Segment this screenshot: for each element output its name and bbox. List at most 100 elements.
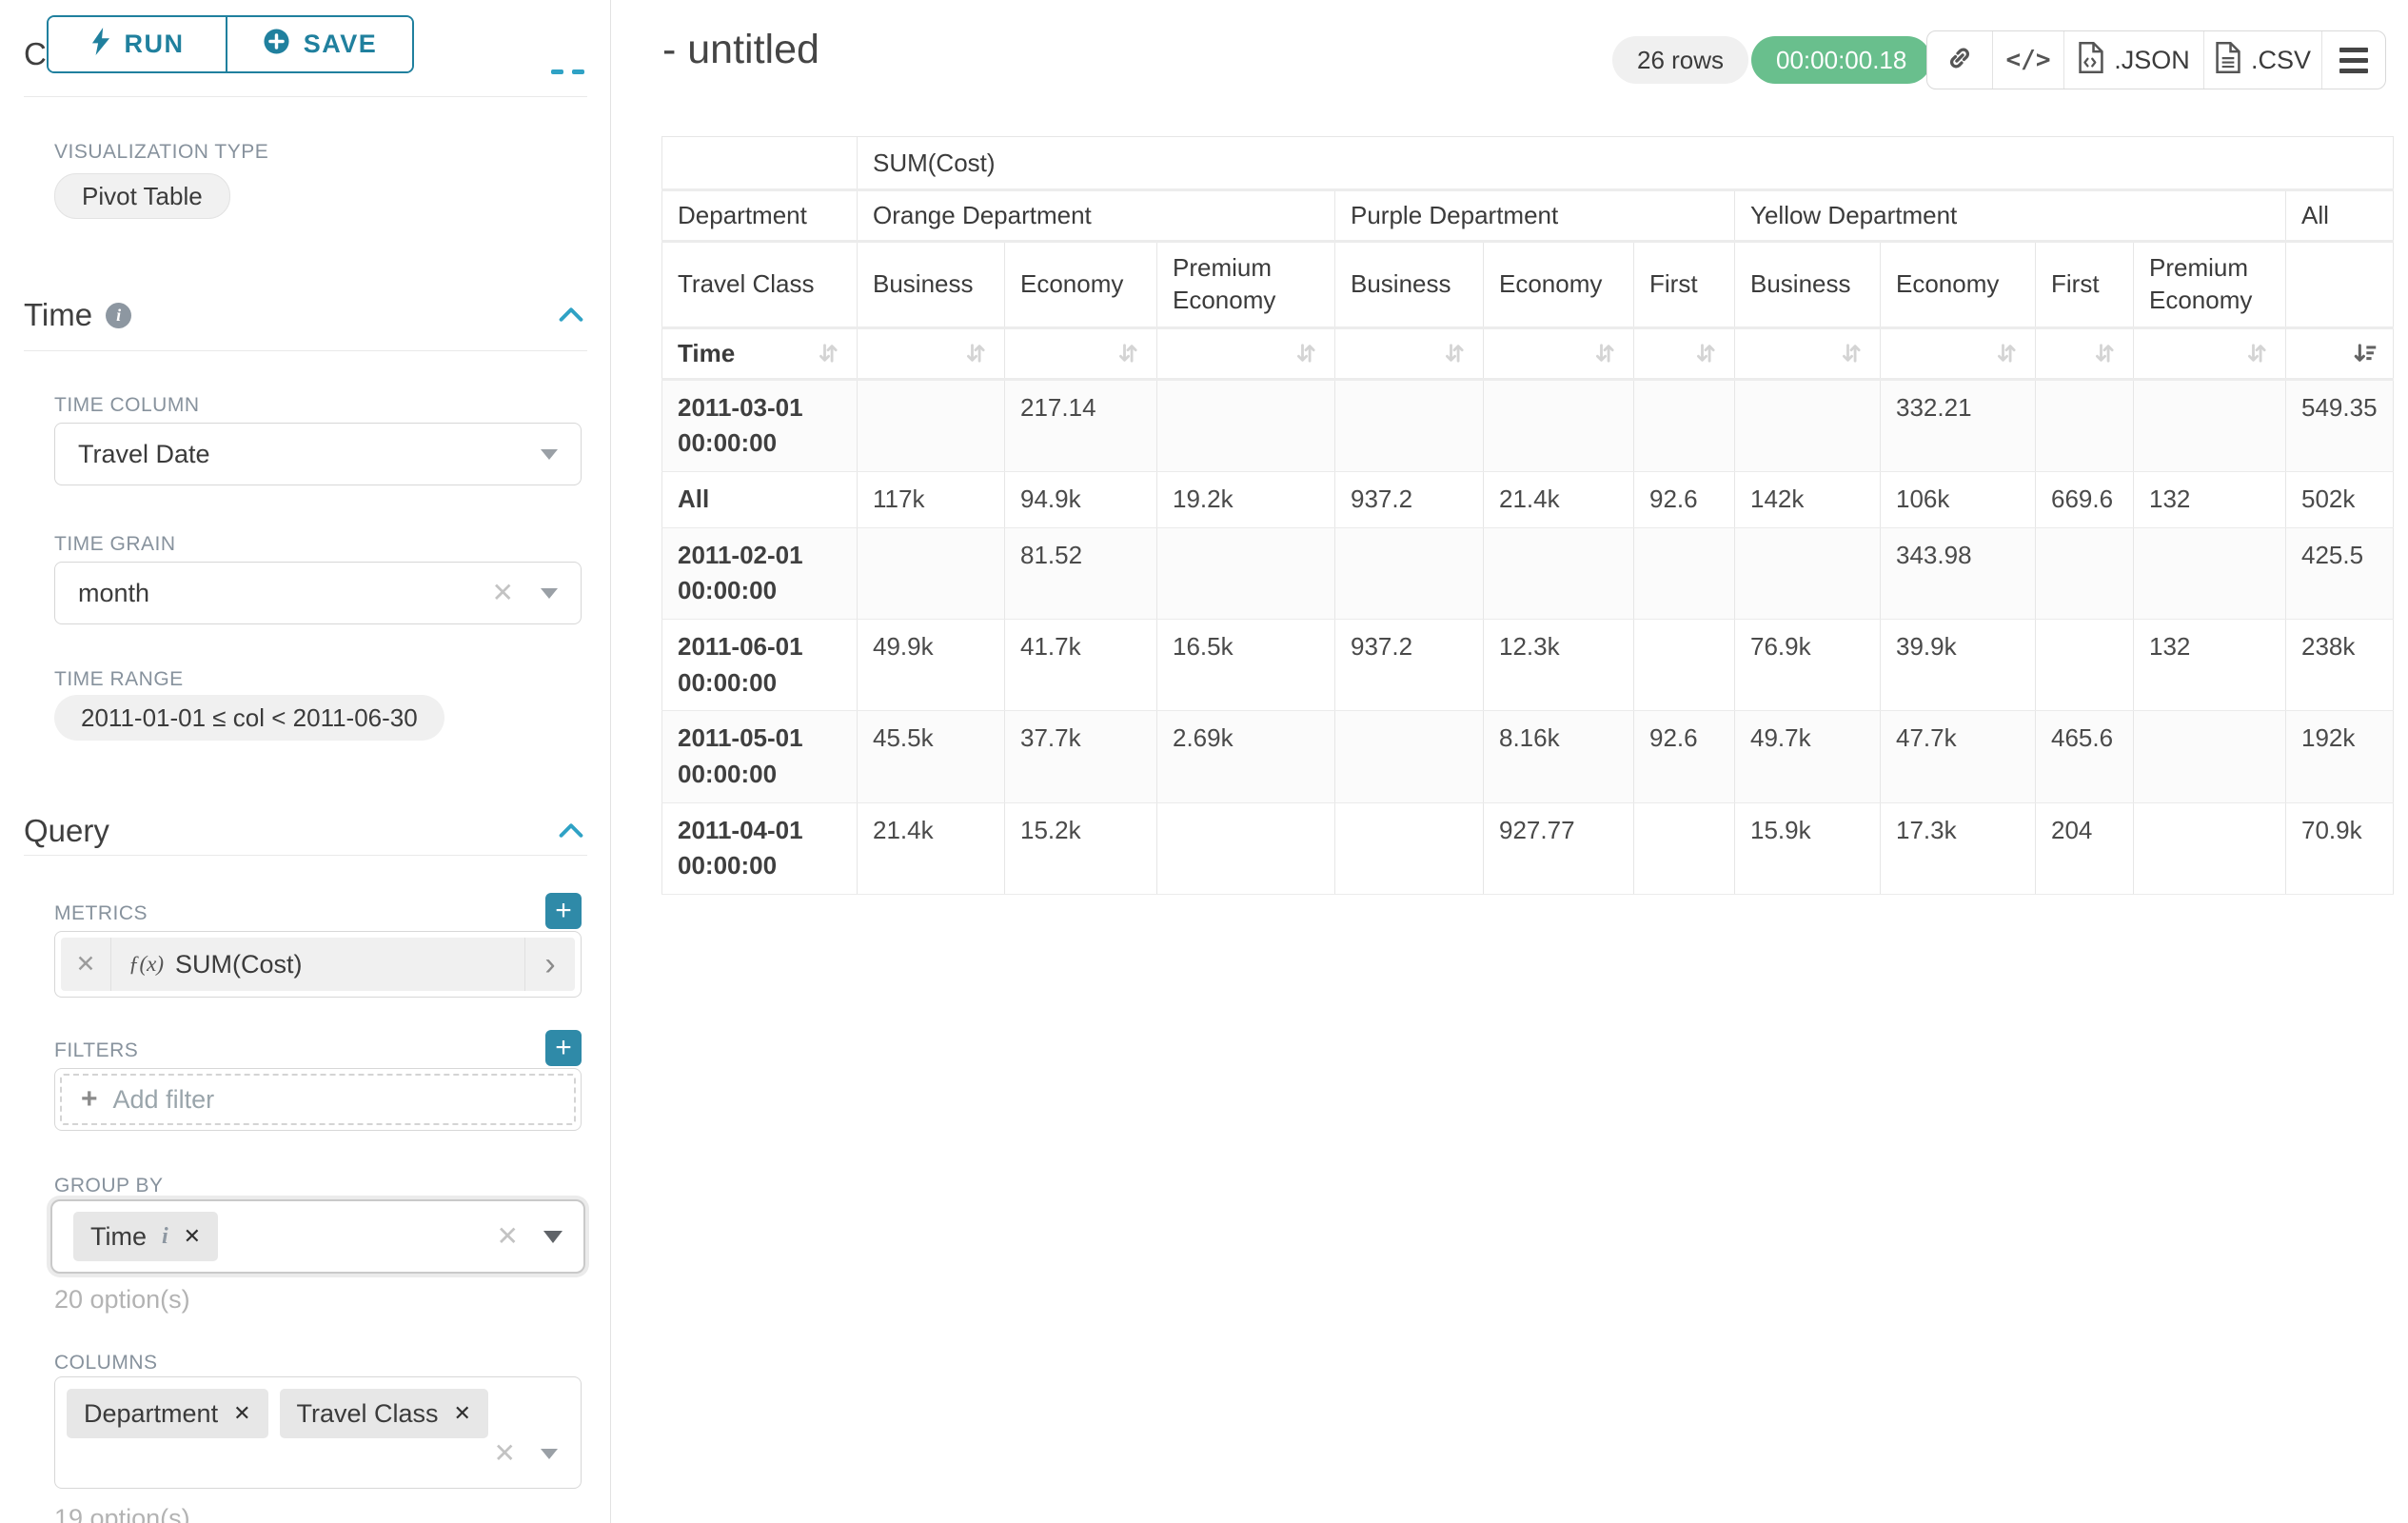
pivot-sort-cell[interactable]	[2133, 326, 2286, 381]
time-grain-select[interactable]: month ✕	[54, 562, 582, 624]
pivot-value-cell	[1633, 526, 1735, 621]
add-metric-button[interactable]: +	[545, 893, 582, 929]
pivot-time-sort-cell[interactable]: Time	[661, 326, 858, 381]
chevron-down-icon[interactable]	[541, 1448, 558, 1459]
pivot-sort-cell[interactable]	[1334, 326, 1484, 381]
clipped-icon	[572, 69, 584, 74]
pivot-value-cell	[1334, 378, 1484, 472]
pivot-sort-cell[interactable]	[1880, 326, 2036, 381]
clear-icon[interactable]: ✕	[491, 578, 514, 607]
remove-tag-icon[interactable]: ✕	[453, 1401, 471, 1425]
info-icon[interactable]: i	[106, 302, 132, 328]
clear-icon[interactable]: ✕	[493, 1438, 516, 1468]
run-save-button-group: RUN SAVE	[47, 15, 414, 73]
pivot-sort-cell[interactable]	[1483, 326, 1634, 381]
remove-metric-icon[interactable]: ✕	[61, 938, 111, 991]
pivot-metric-header: SUM(Cost)	[857, 136, 2394, 191]
pivot-sort-cell[interactable]	[1734, 326, 1881, 381]
pivot-value-cell	[1483, 378, 1634, 472]
pivot-value-cell: 425.5	[2285, 526, 2394, 621]
pivot-value-cell	[857, 378, 1005, 472]
pivot-col-header: Economy	[1880, 241, 2036, 329]
add-filter-button[interactable]: + Add filter	[60, 1074, 576, 1125]
pivot-sort-cell[interactable]	[1633, 326, 1735, 381]
pivot-value-cell	[2035, 526, 2134, 621]
columns-select[interactable]: Department ✕ Travel Class ✕ ✕	[54, 1376, 582, 1489]
clear-icon[interactable]: ✕	[496, 1221, 519, 1251]
code-icon: </>	[2005, 46, 2051, 74]
pivot-row-label: 2011-05-01 00:00:00	[661, 710, 858, 803]
metric-pill[interactable]: ✕ ƒ(x) SUM(Cost) ›	[61, 938, 575, 991]
visualization-type-label: VISUALIZATION TYPE	[54, 141, 269, 163]
info-icon[interactable]: i	[162, 1223, 168, 1249]
pivot-value-cell: 94.9k	[1004, 470, 1157, 528]
sort-icon	[1697, 344, 1715, 363]
view-query-button[interactable]: </>	[1992, 31, 2063, 89]
pivot-value-cell: 132	[2133, 470, 2286, 528]
pivot-row-label: 2011-04-01 00:00:00	[661, 801, 858, 896]
pivot-value-cell	[1734, 526, 1881, 621]
pivot-value-cell: 70.9k	[2285, 801, 2394, 896]
time-column-select[interactable]: Travel Date	[54, 423, 582, 485]
pivot-data-row: All 117k 94.9k 19.2k 937.2 21.4k 92.6 142k 106k 6…	[661, 470, 2394, 528]
chart-title[interactable]: - untitled	[662, 27, 819, 72]
pivot-value-cell: 81.52	[1004, 526, 1157, 621]
pivot-all-header: All	[2285, 189, 2394, 243]
sort-icon	[1596, 344, 1614, 363]
export-csv-button[interactable]: .CSV	[2203, 31, 2321, 89]
pivot-value-cell: 343.98	[1880, 526, 2036, 621]
group-by-select[interactable]: Time i ✕ ✕	[50, 1199, 585, 1274]
chevron-down-icon[interactable]	[543, 1230, 563, 1243]
remove-tag-icon[interactable]: ✕	[233, 1401, 251, 1425]
link-icon	[1945, 44, 1974, 77]
pivot-col-header: First	[1633, 241, 1735, 329]
clipped-icon	[551, 69, 563, 74]
save-button[interactable]: SAVE	[227, 17, 412, 71]
pivot-value-cell: 21.4k	[857, 801, 1005, 896]
pivot-value-cell: 45.5k	[857, 710, 1005, 803]
run-button[interactable]: RUN	[49, 17, 227, 71]
divider	[24, 96, 587, 97]
pivot-sort-cell[interactable]	[1004, 326, 1157, 381]
pivot-value-cell	[1334, 801, 1484, 896]
add-filter-label: Add filter	[112, 1084, 215, 1114]
save-button-label: SAVE	[303, 30, 378, 58]
csv-file-icon	[2215, 42, 2241, 78]
visualization-type-pill[interactable]: Pivot Table	[54, 173, 230, 219]
chevron-up-icon[interactable]	[559, 822, 583, 843]
pivot-value-cell: 669.6	[2035, 470, 2134, 528]
pivot-col-header: Economy	[1483, 241, 1634, 329]
chevron-right-icon[interactable]: ›	[524, 938, 575, 991]
pivot-value-cell	[1633, 619, 1735, 712]
pivot-group-header: Yellow Department	[1734, 189, 2286, 243]
pivot-sort-cell[interactable]	[1156, 326, 1335, 381]
chevron-down-icon[interactable]	[541, 587, 558, 599]
sort-icon	[819, 344, 838, 363]
remove-tag-icon[interactable]: ✕	[183, 1224, 202, 1248]
time-range-pill[interactable]: 2011-01-01 ≤ col < 2011-06-30	[54, 695, 444, 741]
pivot-col-header: Premium Economy	[1156, 241, 1335, 329]
time-column-value: Travel Date	[78, 439, 210, 468]
pivot-col-header: Economy	[1004, 241, 1157, 329]
sort-icon	[1119, 344, 1137, 363]
chevron-up-icon[interactable]	[559, 307, 583, 327]
pivot-value-cell	[1334, 710, 1484, 803]
pivot-sort-cell[interactable]	[2035, 326, 2134, 381]
pivot-row-label: 2011-02-01 00:00:00	[661, 526, 858, 621]
metric-main[interactable]: ƒ(x) SUM(Cost)	[111, 950, 524, 979]
pivot-sort-cell[interactable]	[857, 326, 1005, 381]
pivot-value-cell: 19.2k	[1156, 470, 1335, 528]
add-filter-plus-button[interactable]: +	[545, 1030, 582, 1066]
pivot-sort-cell-active[interactable]	[2285, 326, 2394, 381]
export-json-button[interactable]: .JSON	[2063, 31, 2203, 89]
pivot-value-cell: 92.6	[1633, 710, 1735, 803]
menu-button[interactable]	[2321, 31, 2385, 89]
chevron-down-icon[interactable]	[541, 448, 558, 460]
copy-link-button[interactable]	[1927, 31, 1992, 89]
divider	[24, 855, 587, 856]
pivot-value-cell: 142k	[1734, 470, 1881, 528]
columns-tag: Travel Class ✕	[279, 1389, 488, 1438]
export-csv-label: .CSV	[2250, 45, 2312, 74]
pivot-col-header: Business	[1734, 241, 1881, 329]
pivot-table: SUM(Cost) Department Orange Department Purp…	[661, 136, 2394, 896]
